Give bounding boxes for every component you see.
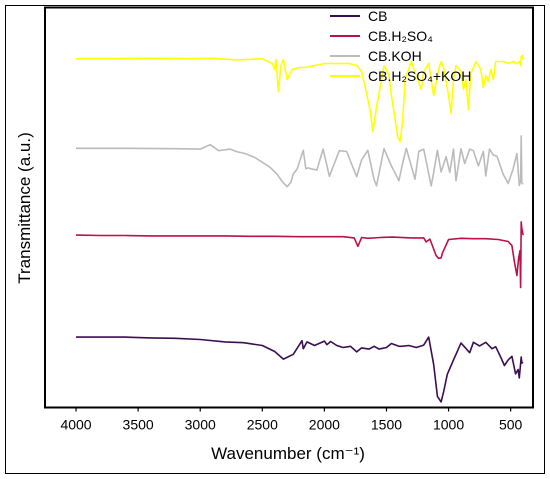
legend-label: CB.KOH — [368, 48, 422, 64]
series-line-1 — [75, 221, 524, 289]
x-tick-label: 500 — [499, 417, 523, 433]
series-line-2 — [76, 135, 524, 188]
x-tick-label: 1000 — [433, 417, 464, 433]
y-axis-title: Transmittance (a.u.) — [15, 132, 34, 283]
plot-lines — [75, 54, 524, 403]
x-tick-label: 3000 — [185, 417, 216, 433]
series-line-0 — [76, 336, 524, 403]
x-axis-title: Wavenumber (cm⁻¹) — [211, 444, 365, 463]
x-tick-label: 2500 — [247, 417, 278, 433]
x-axis-ticks: 4000 3500 3000 2500 2000 1500 1000 500 — [60, 407, 523, 433]
series-line-3 — [76, 54, 524, 143]
x-tick-label: 3500 — [123, 417, 154, 433]
x-tick-label: 1500 — [371, 417, 402, 433]
figure-border — [5, 5, 545, 474]
legend: CB CB.H₂SO₄ CB.KOH CB.H₂SO₄+KOH — [330, 8, 471, 84]
legend-label: CB.H₂SO₄+KOH — [368, 68, 471, 84]
legend-label: CB — [368, 8, 387, 24]
x-tick-label: 2000 — [309, 417, 340, 433]
plot-frame — [44, 6, 534, 409]
legend-label: CB.H₂SO₄ — [368, 28, 433, 44]
x-tick-label: 4000 — [60, 417, 91, 433]
